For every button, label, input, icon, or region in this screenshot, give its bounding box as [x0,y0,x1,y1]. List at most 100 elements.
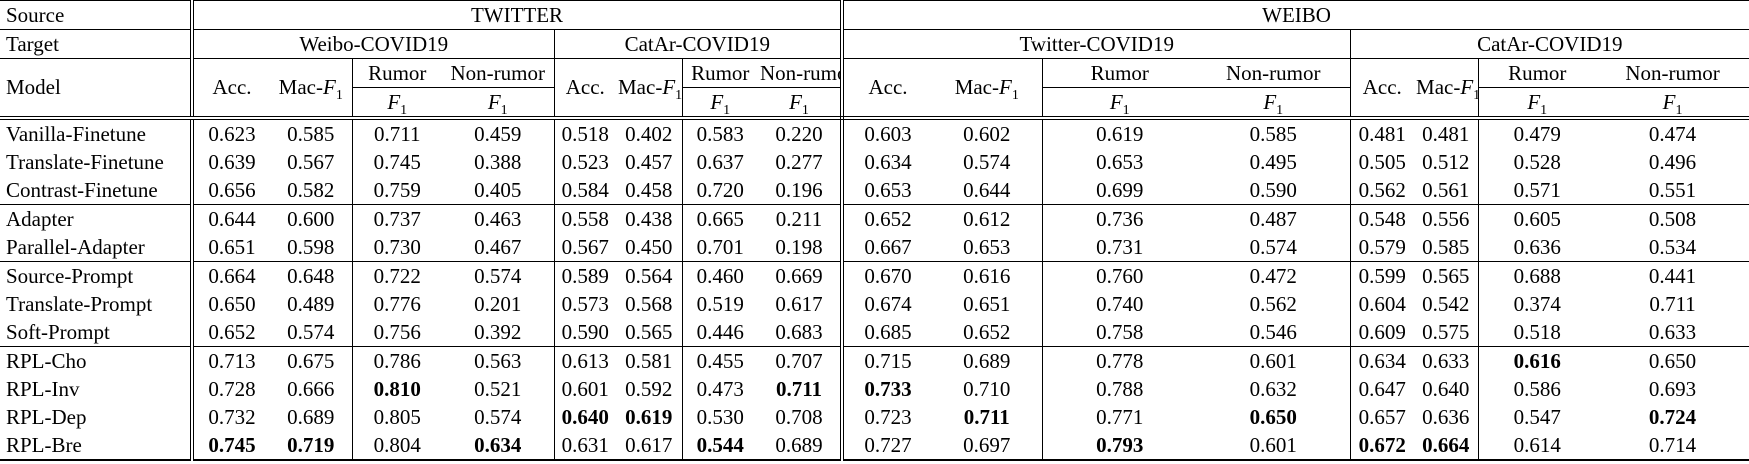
metric-value: 0.581 [616,346,682,375]
metric-value: 0.585 [1249,121,1297,146]
metric-value: 0.689 [932,346,1043,375]
acc-header: Acc. [190,58,270,120]
metric-value: 0.760 [1041,261,1198,290]
model-name: Vanilla-Finetune [6,121,146,146]
metric-value: 0.710 [963,376,1011,401]
metric-value: 0.558 [553,204,616,233]
metric-value: 0.534 [1648,234,1697,259]
metric-value: 0.438 [616,204,682,233]
metric-value: 0.446 [681,318,758,347]
model-name: RPL-Bre [6,432,82,457]
metric-value: 0.675 [270,346,352,375]
metric-value: 0.487 [1197,204,1351,233]
non-rumor-f1-header: F1 [1197,87,1351,120]
metric-value: 0.805 [351,403,442,431]
metric-value: 0.634 [1349,346,1415,375]
metric-value: 0.758 [1041,318,1198,347]
metric-value: 0.669 [758,261,843,290]
metric-value: 0.636 [1477,233,1597,262]
metric-value: 0.479 [1477,118,1597,148]
metric-value: 0.648 [270,261,352,290]
metric-value: 0.688 [1477,261,1597,290]
metric-value: 0.619 [625,404,673,429]
metric-value: 0.575 [1422,319,1470,344]
metric-value: 0.567 [553,233,616,262]
metric-value: 0.634 [840,148,933,176]
metric-value: 0.623 [190,118,270,148]
mac-prefix: Mac- [1416,75,1461,99]
metric-value: 0.689 [287,404,335,429]
f1-symbol: F [487,89,501,114]
rumor-f1-header: F1 [1477,87,1597,120]
metric-value: 0.634 [474,432,522,457]
metric-value: 0.562 [1349,176,1415,205]
table-row: RPL-Cho 0.713 0.675 0.786 0.563 0.613 0.581 0.4… [0,346,1749,375]
metric-value: 0.732 [190,403,270,431]
f1-symbol: F [999,75,1012,99]
metric-value: 0.778 [1041,346,1198,375]
metric-value: 0.740 [1041,290,1198,318]
table-row: RPL-Bre 0.745 0.719 0.804 0.634 0.631 0.617 0.5… [0,431,1749,460]
f1-symbol: F [1460,75,1474,99]
f1-subscript: 1 [1011,88,1019,104]
metric-value: 0.585 [287,121,335,146]
f1-subscript: 1 [1473,88,1478,103]
model-name: Source-Prompt [0,261,192,290]
f1-symbol: F [387,89,401,114]
metric-value: 0.605 [1477,204,1597,233]
metric-value: 0.699 [1041,176,1198,205]
metric-value: 0.644 [190,204,270,233]
metric-value: 0.727 [840,431,933,460]
metric-value: 0.592 [625,376,673,401]
metric-value: 0.600 [270,204,352,233]
table-row: Translate-Finetune 0.639 0.567 0.745 0.388 0.… [0,148,1749,176]
table-row: Contrast-Finetune 0.656 0.582 0.759 0.405 0.5… [0,176,1749,205]
metric-value: 0.733 [840,375,933,403]
metric-value: 0.652 [963,319,1011,344]
mac-f1-header: Mac-F1 [1414,58,1479,120]
source-weibo: WEIBO [840,0,1749,30]
metric-value: 0.689 [775,432,823,457]
f1-subscript: 1 [801,102,809,118]
metric-header-row: Model Acc. Mac-F1 Rumor Non-rumor Acc. Mac-F1… [0,58,1749,120]
f1-subscript: 1 [1276,102,1284,118]
metric-value: 0.776 [351,290,442,318]
metric-value: 0.633 [1414,346,1479,375]
mac-f1-header: Mac-F1 [270,58,352,120]
metric-value: 0.664 [190,261,270,290]
target-label: Target [0,29,192,59]
metric-value: 0.683 [775,319,823,344]
metric-value: 0.804 [351,431,442,460]
table-row: Translate-Prompt 0.650 0.489 0.776 0.201 0.57… [0,290,1749,318]
metric-value: 0.730 [351,233,442,262]
f1-symbol: F [1527,89,1541,114]
f1-symbol: F [710,89,724,114]
mac-f1-header: Mac-F1 [616,58,682,120]
metric-value: 0.565 [1414,261,1479,290]
target-catar-covid19-weibo: CatAr-COVID19 [1349,29,1749,59]
metric-value: 0.711 [775,376,823,401]
metric-value: 0.556 [1414,204,1479,233]
metric-value: 0.719 [287,432,335,457]
metric-value: 0.392 [474,319,522,344]
metric-value: 0.736 [1041,204,1198,233]
metric-value: 0.647 [1349,375,1415,403]
metric-value: 0.713 [190,346,270,375]
metric-value: 0.693 [1648,376,1697,401]
rumor-header: Rumor [681,58,758,88]
model-label: Model [0,58,192,120]
metric-value: 0.574 [963,149,1011,174]
metric-value: 0.685 [840,318,933,347]
metric-value: 0.612 [932,204,1043,233]
metric-value: 0.505 [1349,148,1415,176]
metric-value: 0.652 [190,318,270,347]
metric-value: 0.707 [758,346,843,375]
rumor-f1-header: F1 [681,87,758,120]
metric-value: 0.455 [681,346,758,375]
metric-value: 0.402 [625,121,673,146]
metric-value: 0.374 [1477,290,1597,318]
model-name: Soft-Prompt [6,319,110,344]
metric-value: 0.650 [190,290,270,318]
metric-value: 0.547 [1477,403,1597,431]
metric-value: 0.561 [1422,177,1470,202]
